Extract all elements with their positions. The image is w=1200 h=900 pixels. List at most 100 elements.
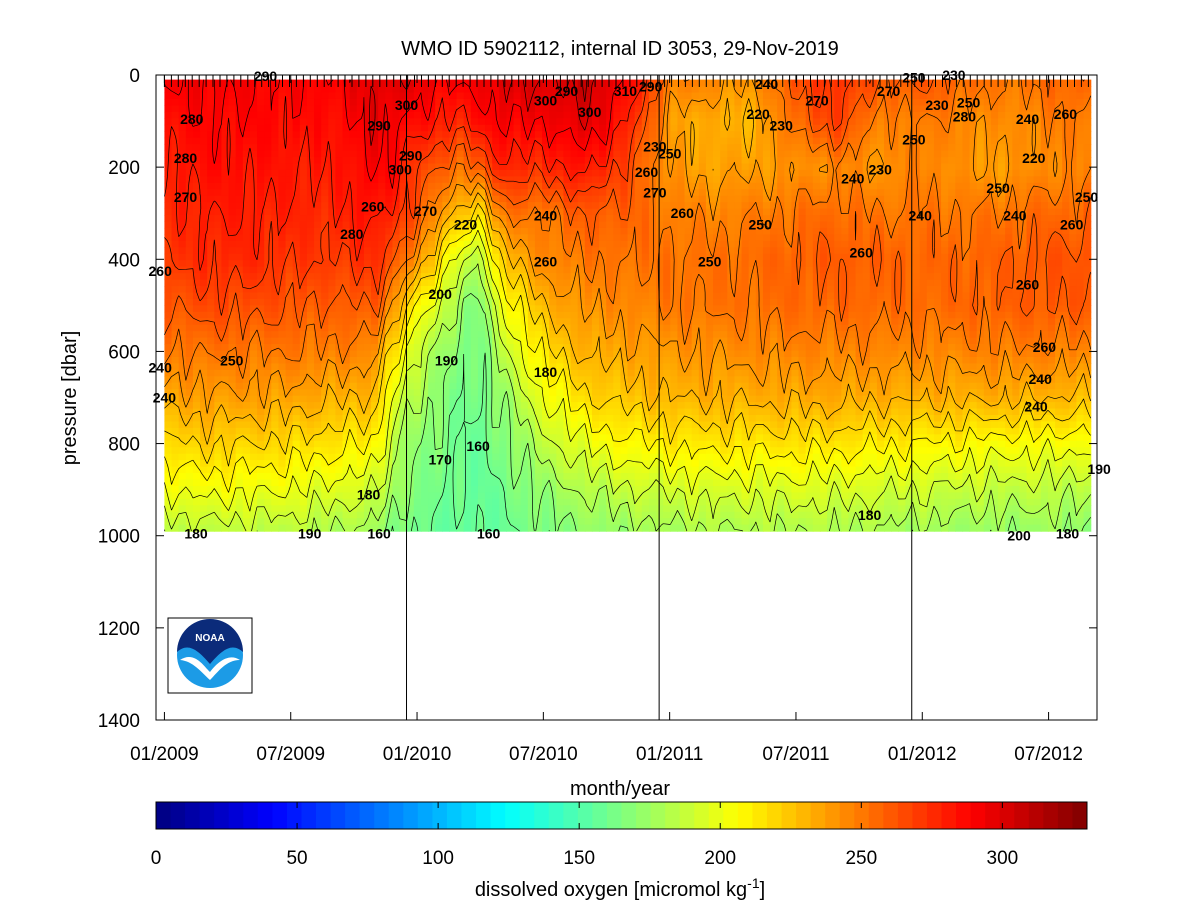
heatmap-cell bbox=[378, 247, 386, 255]
heatmap-cell bbox=[1026, 176, 1035, 184]
heatmap-cell bbox=[955, 111, 964, 119]
heatmap-cell bbox=[713, 195, 721, 203]
heatmap-cell bbox=[470, 118, 479, 126]
heatmap-cell bbox=[513, 273, 522, 281]
heatmap-cell bbox=[249, 157, 258, 165]
heatmap-cell bbox=[178, 124, 187, 132]
heatmap-cell bbox=[983, 227, 992, 236]
heatmap-cell bbox=[819, 298, 828, 306]
heatmap-cell bbox=[413, 208, 422, 216]
heatmap-cell bbox=[641, 247, 650, 255]
heatmap-cell bbox=[834, 298, 842, 306]
heatmap-cell bbox=[1033, 234, 1042, 242]
heatmap-cell bbox=[705, 86, 714, 94]
heatmap-cell bbox=[933, 273, 942, 281]
heatmap-cell bbox=[1062, 298, 1070, 306]
heatmap-cell bbox=[499, 131, 508, 139]
heatmap-cell bbox=[684, 286, 693, 294]
heatmap-cell bbox=[1033, 189, 1042, 197]
heatmap-cell bbox=[955, 92, 964, 100]
heatmap-cell bbox=[349, 221, 358, 229]
heatmap-cell bbox=[819, 215, 828, 223]
heatmap-cell bbox=[164, 305, 173, 313]
heatmap-cell bbox=[1055, 124, 1063, 132]
heatmap-cell bbox=[1026, 292, 1035, 300]
heatmap-cell bbox=[741, 124, 750, 132]
heatmap-cell bbox=[670, 163, 679, 171]
heatmap-cell bbox=[1083, 144, 1092, 152]
heatmap-cell bbox=[420, 131, 429, 139]
heatmap-cell bbox=[321, 195, 329, 203]
heatmap-cell bbox=[207, 260, 215, 268]
heatmap-cell bbox=[392, 279, 401, 287]
heatmap-cell bbox=[933, 240, 942, 248]
heatmap-cell bbox=[207, 176, 215, 184]
heatmap-cell bbox=[214, 273, 223, 281]
heatmap-cell bbox=[542, 286, 550, 294]
heatmap-cell bbox=[933, 86, 942, 94]
heatmap-cell bbox=[563, 298, 572, 306]
heatmap-cell bbox=[235, 227, 244, 236]
heatmap-cell bbox=[599, 157, 607, 165]
heatmap-cell bbox=[470, 240, 479, 248]
heatmap-cell bbox=[755, 305, 764, 313]
heatmap-cell bbox=[620, 150, 629, 158]
heatmap-cell bbox=[299, 286, 308, 294]
heatmap-cell bbox=[698, 279, 707, 287]
heatmap-cell bbox=[264, 118, 272, 126]
heatmap-cell bbox=[428, 215, 436, 223]
heatmap-cell bbox=[420, 124, 429, 132]
heatmap-cell bbox=[1055, 273, 1063, 281]
heatmap-cell bbox=[948, 150, 956, 158]
heatmap-cell bbox=[798, 305, 807, 313]
heatmap-cell bbox=[834, 273, 842, 281]
heatmap-cell bbox=[406, 118, 415, 126]
heatmap-cell bbox=[520, 234, 529, 242]
heatmap-cell bbox=[827, 111, 835, 119]
heatmap-cell bbox=[606, 157, 614, 165]
heatmap-cell bbox=[812, 279, 821, 287]
heatmap-cell bbox=[591, 169, 600, 177]
heatmap-cell bbox=[485, 247, 493, 255]
heatmap-cell bbox=[762, 124, 771, 132]
heatmap-cell bbox=[955, 176, 964, 184]
heatmap-cell bbox=[470, 124, 479, 132]
heatmap-cell bbox=[905, 240, 914, 248]
heatmap-cell bbox=[1019, 157, 1028, 165]
heatmap-cell bbox=[314, 195, 322, 203]
heatmap-cell bbox=[827, 182, 835, 190]
heatmap-cell bbox=[620, 98, 629, 107]
heatmap-cell bbox=[406, 92, 415, 100]
heatmap-cell bbox=[955, 182, 964, 190]
heatmap-cell bbox=[1055, 215, 1063, 223]
heatmap-cell bbox=[976, 221, 985, 229]
heatmap-cell bbox=[698, 234, 707, 242]
heatmap-cell bbox=[734, 176, 743, 184]
heatmap-cell bbox=[228, 118, 237, 126]
heatmap-cell bbox=[399, 279, 408, 287]
heatmap-cell bbox=[834, 279, 842, 287]
heatmap-cell bbox=[435, 260, 443, 268]
heatmap-cell bbox=[983, 137, 992, 145]
heatmap-cell bbox=[1083, 221, 1092, 229]
heatmap-cell bbox=[556, 311, 565, 319]
heatmap-cell bbox=[556, 247, 565, 255]
heatmap-cell bbox=[656, 253, 664, 261]
heatmap-cell bbox=[656, 189, 664, 197]
heatmap-cell bbox=[428, 240, 436, 248]
heatmap-cell bbox=[720, 215, 728, 223]
heatmap-cell bbox=[249, 318, 258, 326]
heatmap-cell bbox=[271, 240, 280, 248]
heatmap-cell bbox=[527, 221, 536, 229]
heatmap-cell bbox=[869, 169, 878, 177]
heatmap-cell bbox=[221, 189, 230, 197]
heatmap-cell bbox=[235, 286, 244, 294]
heatmap-cell bbox=[656, 298, 664, 306]
heatmap-cell bbox=[542, 227, 550, 236]
heatmap-cell bbox=[1040, 318, 1049, 326]
heatmap-cell bbox=[534, 131, 543, 139]
heatmap-cell bbox=[271, 221, 280, 229]
heatmap-cell bbox=[413, 98, 422, 107]
heatmap-cell bbox=[998, 111, 1006, 119]
heatmap-cell bbox=[812, 215, 821, 223]
